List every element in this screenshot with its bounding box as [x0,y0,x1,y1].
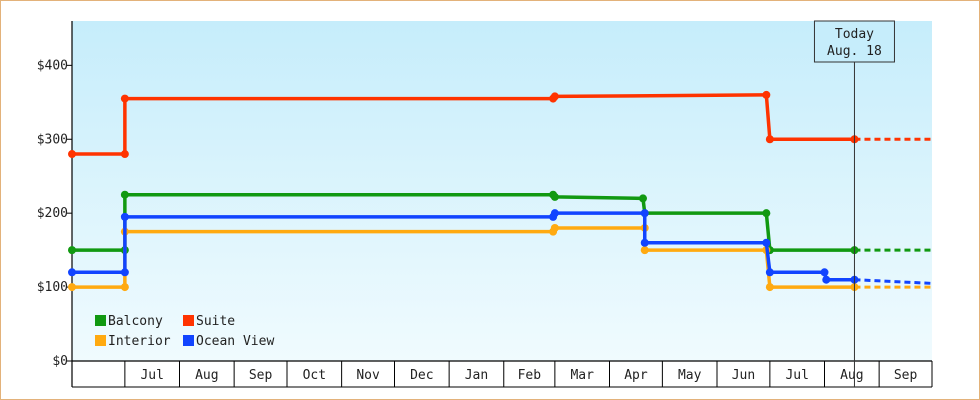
data-point [120,94,129,103]
y-tick-label: $400 [37,58,68,73]
data-point [68,283,76,292]
data-point [762,209,771,218]
legend-label: Ocean View [196,334,274,349]
data-point [762,238,771,247]
data-point [120,283,129,292]
data-point [550,92,559,101]
data-point [120,150,129,159]
x-tick-label: Feb [518,368,542,383]
x-tick-label: Jul [140,368,163,383]
legend-swatch [95,315,106,326]
series-ocean-view [68,209,933,285]
data-point [68,150,76,159]
data-point [68,246,76,255]
y-tick-label: $300 [37,132,68,147]
data-point [640,246,649,255]
y-tick-label: $200 [37,206,68,221]
data-point [550,209,559,218]
x-tick-label: Nov [356,368,380,383]
x-tick-label: Mar [570,368,594,383]
x-tick-label: Aug [195,368,218,383]
legend-swatch [183,335,194,346]
data-point [820,268,829,277]
x-tick-label: Jan [465,368,488,383]
data-point [640,238,649,247]
today-date: Aug. 18 [827,44,882,59]
data-point [822,275,831,284]
legend-label: Balcony [108,314,163,329]
today-box [813,20,895,63]
data-point [68,268,76,277]
series-projection [854,278,933,285]
legend-label: Interior [108,334,171,349]
x-tick-label: Dec [410,368,433,383]
data-point [640,209,649,218]
legend-swatch [95,335,106,346]
x-tick-label: Jul [785,368,808,383]
x-tick-label: Apr [624,368,648,383]
today-label: Today [835,27,874,42]
series-suite [68,90,932,159]
data-point [638,194,647,203]
x-tick-label: Aug [840,368,863,383]
x-tick-label: Sep [249,368,273,383]
x-tick-label: Sep [894,368,918,383]
x-tick-label: Jun [732,368,755,383]
data-point [120,268,129,277]
data-point [765,268,774,277]
y-tick-label: $0 [52,354,68,369]
data-point [765,283,774,292]
data-point [120,212,129,221]
y-tick-label: $100 [37,280,68,295]
data-point [762,90,771,99]
x-tick-label: Oct [303,368,326,383]
plot-area [72,21,932,361]
data-point [550,223,559,232]
legend-label: Suite [196,314,235,329]
data-point [550,192,559,201]
data-point [120,190,129,199]
x-tick-label: May [678,368,702,383]
legend-swatch [183,315,194,326]
data-point [765,135,774,144]
